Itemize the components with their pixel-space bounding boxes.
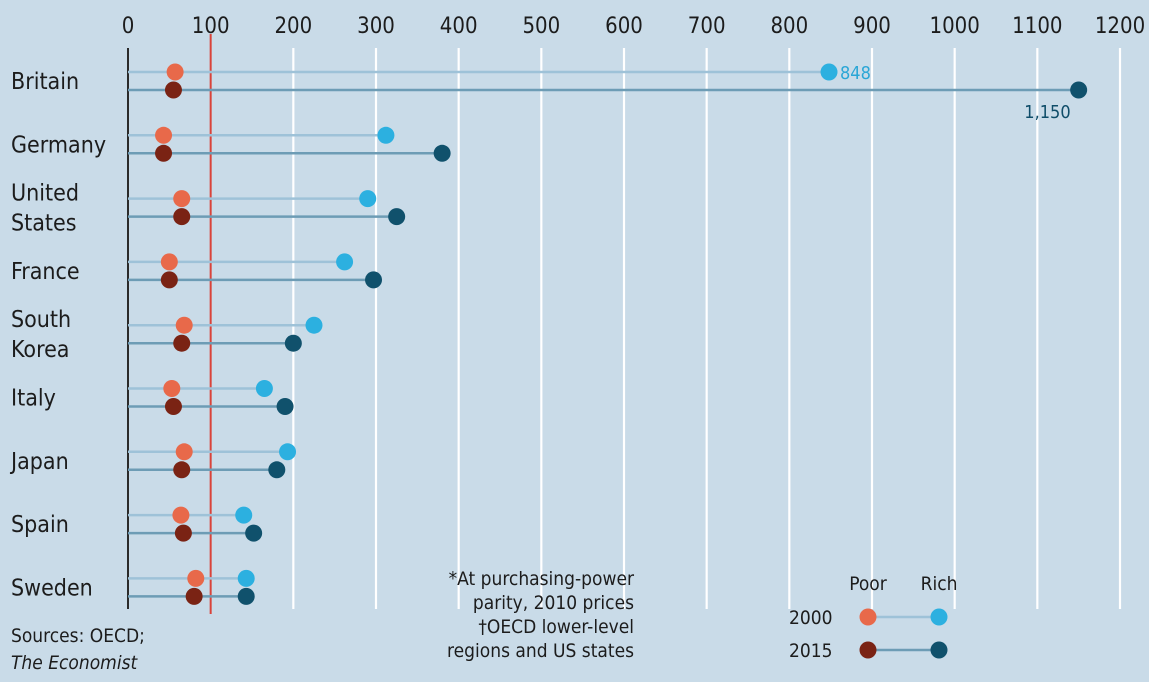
point-rich-2000-britain: [820, 63, 838, 81]
country-label-japan: Japan: [9, 449, 69, 475]
x-tick-label-1100: 1100: [1012, 14, 1062, 39]
country-label-united-states-line1: United: [11, 181, 79, 207]
x-tick-label-200: 200: [274, 14, 312, 39]
footnote-line-4: regions and US states: [447, 640, 634, 662]
point-poor-2015-united-states: [173, 208, 191, 226]
legend-year-2015: 2015: [789, 640, 833, 662]
point-rich-2000-spain: [235, 506, 253, 524]
row-japan: [128, 443, 297, 479]
point-poor-2015-spain: [174, 524, 192, 542]
point-rich-2000-south-korea: [305, 316, 323, 334]
point-rich-2000-united-states: [359, 190, 377, 208]
legend-swatch-rich-2015: [930, 641, 948, 659]
point-poor-2015-japan: [173, 461, 191, 479]
legend: Poor Rich 2000 2015: [789, 573, 957, 662]
legend-header-poor: Poor: [849, 573, 888, 595]
row-spain: [128, 506, 263, 542]
source-note: Sources: OECD; The Economist: [11, 625, 145, 674]
row-south-korea: [128, 316, 323, 352]
point-poor-2000-italy: [163, 380, 181, 397]
footnote-line-1: *At purchasing-power: [449, 568, 635, 590]
legend-swatch-rich-2000: [930, 608, 948, 626]
row-sweden: [128, 569, 255, 605]
point-rich-2015-france: [365, 271, 383, 289]
country-label-sweden: Sweden: [11, 575, 93, 601]
x-tick-label-500: 500: [522, 14, 560, 39]
x-tick-label-0: 0: [122, 14, 135, 39]
point-rich-2015-sweden: [237, 587, 255, 605]
x-tick-label-800: 800: [770, 14, 808, 39]
point-rich-2000-germany: [377, 126, 395, 144]
point-rich-2015-germany: [433, 144, 451, 162]
point-rich-2015-japan: [268, 461, 286, 479]
country-label-south-korea-line1: South: [11, 307, 71, 333]
point-poor-2015-germany: [155, 144, 173, 162]
legend-header-rich: Rich: [921, 573, 958, 595]
country-label-south-korea-line2: Korea: [11, 337, 70, 363]
data-labels: 848 1,150: [840, 63, 1071, 123]
point-poor-2000-south-korea: [175, 316, 193, 334]
x-axis-tick-labels: 0 100 200 300 400 500 600 700 800 900 1000 1100 1200: [122, 14, 1145, 39]
row-italy: [128, 380, 294, 415]
point-poor-2000-sweden: [187, 569, 205, 587]
point-poor-2015-south-korea: [173, 334, 191, 352]
point-poor-2000-germany: [155, 126, 173, 144]
legend-swatch-poor-2000: [859, 608, 877, 626]
legend-swatch-poor-2015: [859, 641, 877, 659]
country-rows: [128, 63, 1088, 605]
point-rich-2015-italy: [276, 398, 294, 415]
point-poor-2015-france: [160, 271, 178, 289]
country-labels: Britain Germany United States France South Kor…: [9, 69, 106, 601]
point-rich-2000-italy: [255, 380, 273, 397]
point-poor-2000-united-states: [173, 190, 191, 208]
country-label-united-states-line2: States: [11, 211, 77, 237]
data-label-britain-rich-2000: 848: [840, 63, 871, 84]
row-germany: [128, 126, 451, 162]
legend-year-2000: 2000: [789, 607, 833, 629]
x-tick-label-900: 900: [853, 14, 891, 39]
x-tick-label-700: 700: [688, 14, 726, 39]
row-france: [128, 253, 383, 289]
data-label-britain-rich-2015: 1,150: [1024, 102, 1070, 123]
point-poor-2015-sweden: [185, 587, 203, 605]
country-label-britain: Britain: [11, 69, 79, 95]
x-tick-label-1200: 1200: [1095, 14, 1145, 39]
country-label-spain: Spain: [11, 512, 69, 538]
point-rich-2015-spain: [245, 524, 263, 542]
footnote-line-3: †OECD lower-level: [478, 616, 634, 638]
point-poor-2015-italy: [164, 398, 182, 415]
point-poor-2000-spain: [172, 506, 190, 524]
point-poor-2000-france: [160, 253, 178, 271]
x-tick-label-600: 600: [605, 14, 643, 39]
point-rich-2015-united-states: [388, 208, 406, 226]
point-poor-2000-japan: [175, 443, 193, 461]
point-poor-2015-britain: [164, 81, 182, 99]
footnote-line-2: parity, 2010 prices: [473, 592, 634, 614]
x-tick-label-100: 100: [192, 14, 230, 39]
point-poor-2000-britain: [166, 63, 184, 81]
row-united-states: [128, 190, 406, 226]
source-line-1: Sources: OECD;: [11, 625, 145, 647]
source-line-2: The Economist: [11, 652, 138, 674]
point-rich-2015-britain: [1070, 81, 1088, 99]
country-label-france: France: [11, 259, 80, 285]
row-britain: [128, 63, 1088, 99]
point-rich-2015-south-korea: [284, 334, 302, 352]
point-rich-2000-japan: [279, 443, 297, 461]
point-rich-2000-sweden: [237, 569, 255, 587]
point-rich-2000-france: [336, 253, 354, 271]
country-label-italy: Italy: [11, 386, 56, 412]
country-label-germany: Germany: [11, 132, 106, 158]
x-tick-label-400: 400: [440, 14, 478, 39]
x-tick-label-1000: 1000: [929, 14, 979, 39]
x-tick-label-300: 300: [357, 14, 395, 39]
